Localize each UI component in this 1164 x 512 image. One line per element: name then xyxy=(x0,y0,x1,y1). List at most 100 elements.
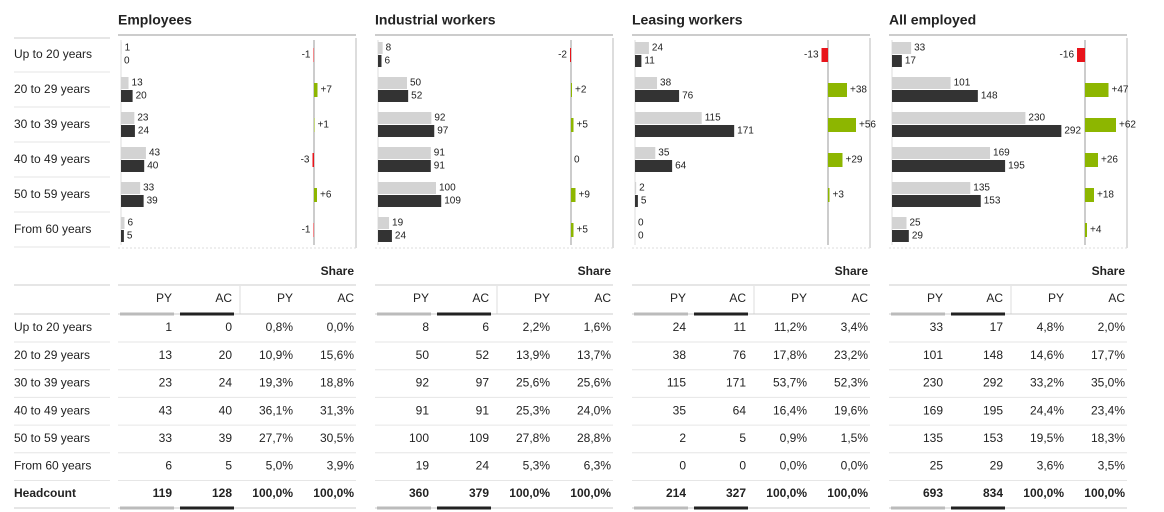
column-header: PY xyxy=(534,291,550,305)
table-cell: 13,7% xyxy=(577,348,611,362)
table-cell: 16,4% xyxy=(773,403,807,417)
table-cell: 2,2% xyxy=(523,320,551,334)
ac-bar xyxy=(378,230,392,242)
ac-bar xyxy=(892,195,981,207)
table-cell: 19,5% xyxy=(1030,431,1064,445)
delta-bar xyxy=(1085,118,1116,132)
table-cell: 24 xyxy=(673,320,687,334)
total-cell: 128 xyxy=(212,486,232,500)
share-header: Share xyxy=(578,264,612,278)
py-value: 33 xyxy=(143,183,155,194)
table-cell: 8 xyxy=(422,320,429,334)
row-label: 20 to 29 years xyxy=(14,348,90,362)
table-cell: 18,8% xyxy=(320,376,354,390)
column-header: AC xyxy=(729,291,746,305)
py-value: 33 xyxy=(914,43,926,54)
table-cell: 195 xyxy=(983,403,1003,417)
py-value: 135 xyxy=(973,183,990,194)
table-cell: 20 xyxy=(219,348,233,362)
py-value: 2 xyxy=(639,183,645,194)
table-cell: 40 xyxy=(219,403,233,417)
table-cell: 24,4% xyxy=(1030,403,1064,417)
table-cell: 1,6% xyxy=(584,320,612,334)
delta-bar xyxy=(313,48,314,62)
py-bar xyxy=(378,77,407,89)
delta-bar xyxy=(571,83,572,97)
table-cell: 43 xyxy=(159,403,173,417)
total-cell: 360 xyxy=(409,486,429,500)
table-cell: 25,6% xyxy=(516,376,550,390)
py-bar xyxy=(892,42,912,54)
share-header: Share xyxy=(321,264,355,278)
py-bar xyxy=(378,147,431,159)
total-cell: 100,0% xyxy=(313,486,354,500)
column-header: AC xyxy=(472,291,489,305)
delta-bar xyxy=(1085,188,1094,202)
table-cell: 24 xyxy=(219,376,233,390)
panel-title: Industrial workers xyxy=(375,12,496,28)
ac-bar xyxy=(892,90,978,102)
table-cell: 0,0% xyxy=(327,320,355,334)
ac-bar xyxy=(121,230,124,242)
total-cell: 100,0% xyxy=(1023,486,1064,500)
py-bar xyxy=(635,42,649,54)
delta-bar xyxy=(1085,83,1109,97)
table-cell: 38 xyxy=(673,348,687,362)
table-cell: 6 xyxy=(482,320,489,334)
ac-bar xyxy=(635,125,735,137)
table-cell: 6 xyxy=(165,459,172,473)
ac-bar xyxy=(635,55,642,67)
panel-title: Employees xyxy=(118,12,192,28)
delta-bar xyxy=(313,223,314,237)
table-cell: 3,4% xyxy=(841,320,869,334)
table-cell: 50 xyxy=(416,348,430,362)
py-value: 35 xyxy=(658,148,670,159)
table-cell: 1 xyxy=(165,320,172,334)
table-cell: 23,2% xyxy=(834,348,868,362)
table-cell: 91 xyxy=(416,403,430,417)
ac-value: 76 xyxy=(682,91,694,102)
ac-bar xyxy=(378,160,431,172)
table-cell: 25 xyxy=(930,459,944,473)
table-cell: 92 xyxy=(416,376,430,390)
ac-bar xyxy=(121,195,144,207)
table-cell: 15,6% xyxy=(320,348,354,362)
table-cell: 0,9% xyxy=(780,431,808,445)
row-label: Up to 20 years xyxy=(14,320,92,334)
ac-value: 24 xyxy=(138,126,150,137)
py-bar xyxy=(121,112,135,124)
total-cell: 100,0% xyxy=(766,486,807,500)
ac-bar xyxy=(121,90,133,102)
ac-value: 29 xyxy=(912,231,924,242)
py-value: 91 xyxy=(434,148,446,159)
table-cell: 23 xyxy=(159,376,173,390)
ac-bar xyxy=(121,160,145,172)
delta-label: +5 xyxy=(577,225,589,236)
py-bar xyxy=(121,42,122,54)
table-cell: 30,5% xyxy=(320,431,354,445)
total-cell: 327 xyxy=(726,486,746,500)
table-cell: 36,1% xyxy=(259,403,293,417)
table-cell: 33 xyxy=(159,431,173,445)
delta-label: 0 xyxy=(574,155,580,166)
delta-label: -16 xyxy=(1060,50,1075,61)
row-label: 30 to 39 years xyxy=(14,376,90,390)
column-header: PY xyxy=(927,291,943,305)
py-value: 92 xyxy=(434,113,446,124)
delta-label: +47 xyxy=(1112,85,1129,96)
py-bar xyxy=(378,217,390,229)
ac-bar xyxy=(635,90,680,102)
delta-bar xyxy=(571,223,574,237)
delta-label: +7 xyxy=(321,85,333,96)
delta-bar xyxy=(314,83,318,97)
total-cell: 100,0% xyxy=(1084,486,1125,500)
delta-label: -3 xyxy=(301,155,310,166)
py-bar xyxy=(635,112,702,124)
table-cell: 100 xyxy=(409,431,429,445)
py-value: 13 xyxy=(132,78,144,89)
table-cell: 31,3% xyxy=(320,403,354,417)
total-cell: 100,0% xyxy=(827,486,868,500)
table-cell: 115 xyxy=(667,376,686,390)
row-label: 40 to 49 years xyxy=(14,403,90,417)
ac-value: 292 xyxy=(1064,126,1081,137)
